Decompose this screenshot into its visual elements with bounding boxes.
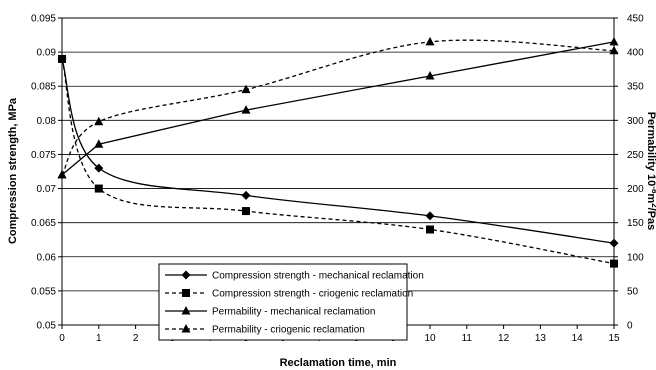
legend-marker xyxy=(182,289,190,297)
data-point-permability-mechanical xyxy=(94,139,104,148)
x-tick-label: 11 xyxy=(462,333,473,344)
series-permability-mechanical xyxy=(57,36,619,179)
data-point-compression-criogenic xyxy=(94,184,103,193)
data-point-compression-mechanical xyxy=(425,211,435,221)
legend-entry-permability-mechanical: Permability - mechanical reclamation xyxy=(165,306,375,318)
series-group xyxy=(57,36,619,268)
y-right-tick-label: 200 xyxy=(627,184,644,195)
y-left-tick-label: 0.085 xyxy=(31,82,56,93)
y-left-tick-label: 0.09 xyxy=(37,48,57,59)
legend-marker xyxy=(181,270,191,280)
y-axis-right-title: Permability 10-8m2/Pas xyxy=(645,112,656,231)
data-point-permability-criogenic xyxy=(425,36,435,46)
y-axis-right-title-sup2: 2 xyxy=(650,203,656,208)
series-compression-criogenic xyxy=(58,54,618,268)
y-axis-right-title-part1: Permability 10 xyxy=(645,112,656,187)
y-axis-left-title: Compression strength, MPa xyxy=(7,97,19,244)
data-point-permability-criogenic xyxy=(609,45,619,55)
x-tick-label: 14 xyxy=(572,333,584,344)
x-tick-label: 1 xyxy=(96,333,102,344)
y-right-tick-label: 450 xyxy=(627,14,644,25)
x-tick-label: 15 xyxy=(608,333,620,344)
x-axis-title: Reclamation time, min xyxy=(280,357,397,369)
y-axis-right-title-sup1: -8 xyxy=(650,186,656,194)
series-line-compression-mechanical xyxy=(61,58,615,244)
legend-box xyxy=(158,263,408,341)
y-axis-right-title-part2: m xyxy=(645,193,656,203)
y-left-tick-label: 0.05 xyxy=(37,321,57,332)
data-point-permability-criogenic xyxy=(57,169,67,179)
data-point-permability-mechanical xyxy=(609,36,619,46)
y-left-tick-label: 0.08 xyxy=(37,116,57,127)
series-permability-criogenic xyxy=(57,36,619,179)
y-right-tick-label: 350 xyxy=(627,82,644,93)
y-right-tick-label: 250 xyxy=(627,150,644,161)
y-right-tick-label: 0 xyxy=(627,321,633,332)
legend-label: Permability - criogenic reclamation xyxy=(212,325,365,336)
y-right-tick-label: 150 xyxy=(627,218,644,229)
y-left-tick-label: 0.065 xyxy=(31,218,56,229)
y-left-tick-label: 0.075 xyxy=(31,150,56,161)
y-right-tick-label: 400 xyxy=(627,48,644,59)
gridlines xyxy=(62,51,614,292)
legend-entry-compression-criogenic: Compression strength - criogenic reclama… xyxy=(165,289,413,300)
data-point-compression-criogenic xyxy=(242,207,250,216)
data-point-compression-criogenic xyxy=(58,54,66,63)
data-point-permability-mechanical xyxy=(241,105,251,114)
data-point-compression-mechanical xyxy=(609,238,619,248)
y-left-tick-label: 0.06 xyxy=(37,252,57,263)
x-tick-label: 13 xyxy=(535,333,547,344)
legend-label: Compression strength - mechanical reclam… xyxy=(212,271,424,282)
y-axis-left: 0.05 0.055 0.06 0.065 0.07 0.075 0.08 0.085 0.09… xyxy=(31,14,62,332)
y-right-tick-label: 50 xyxy=(627,286,639,297)
data-point-compression-mechanical xyxy=(94,163,104,173)
y-left-tick-label: 0.095 xyxy=(31,14,56,25)
data-point-permability-mechanical xyxy=(425,70,435,80)
data-point-permability-criogenic xyxy=(241,84,251,94)
legend-label: Compression strength - criogenic reclama… xyxy=(212,289,413,300)
legend-entry-permability-criogenic: Permability - criogenic reclamation xyxy=(165,324,365,336)
x-tick-label: 12 xyxy=(498,333,510,344)
y-right-tick-label: 100 xyxy=(627,252,644,263)
data-point-compression-criogenic xyxy=(426,225,434,234)
data-point-compression-mechanical xyxy=(241,190,251,200)
data-point-permability-criogenic xyxy=(94,116,104,126)
data-point-compression-criogenic xyxy=(610,259,618,268)
x-tick-label: 10 xyxy=(424,333,436,344)
legend-label: Permability - mechanical reclamation xyxy=(212,307,375,318)
legend-marker xyxy=(181,324,191,333)
y-axis-right-title-part3: /Pas xyxy=(645,208,656,231)
x-tick-label: 2 xyxy=(133,333,139,344)
x-tick-label: 0 xyxy=(59,333,65,344)
legend-marker xyxy=(181,306,191,315)
legend-entry-compression-mechanical: Compression strength - mechanical reclam… xyxy=(165,270,424,282)
y-left-tick-label: 0.055 xyxy=(31,286,56,297)
legend: Compression strength - mechanical reclam… xyxy=(158,263,424,341)
y-axis-right: 0 50 100 150 200 250 300 350 400 450 xyxy=(614,14,644,332)
y-right-tick-label: 300 xyxy=(627,116,644,127)
y-left-tick-label: 0.07 xyxy=(37,184,57,195)
